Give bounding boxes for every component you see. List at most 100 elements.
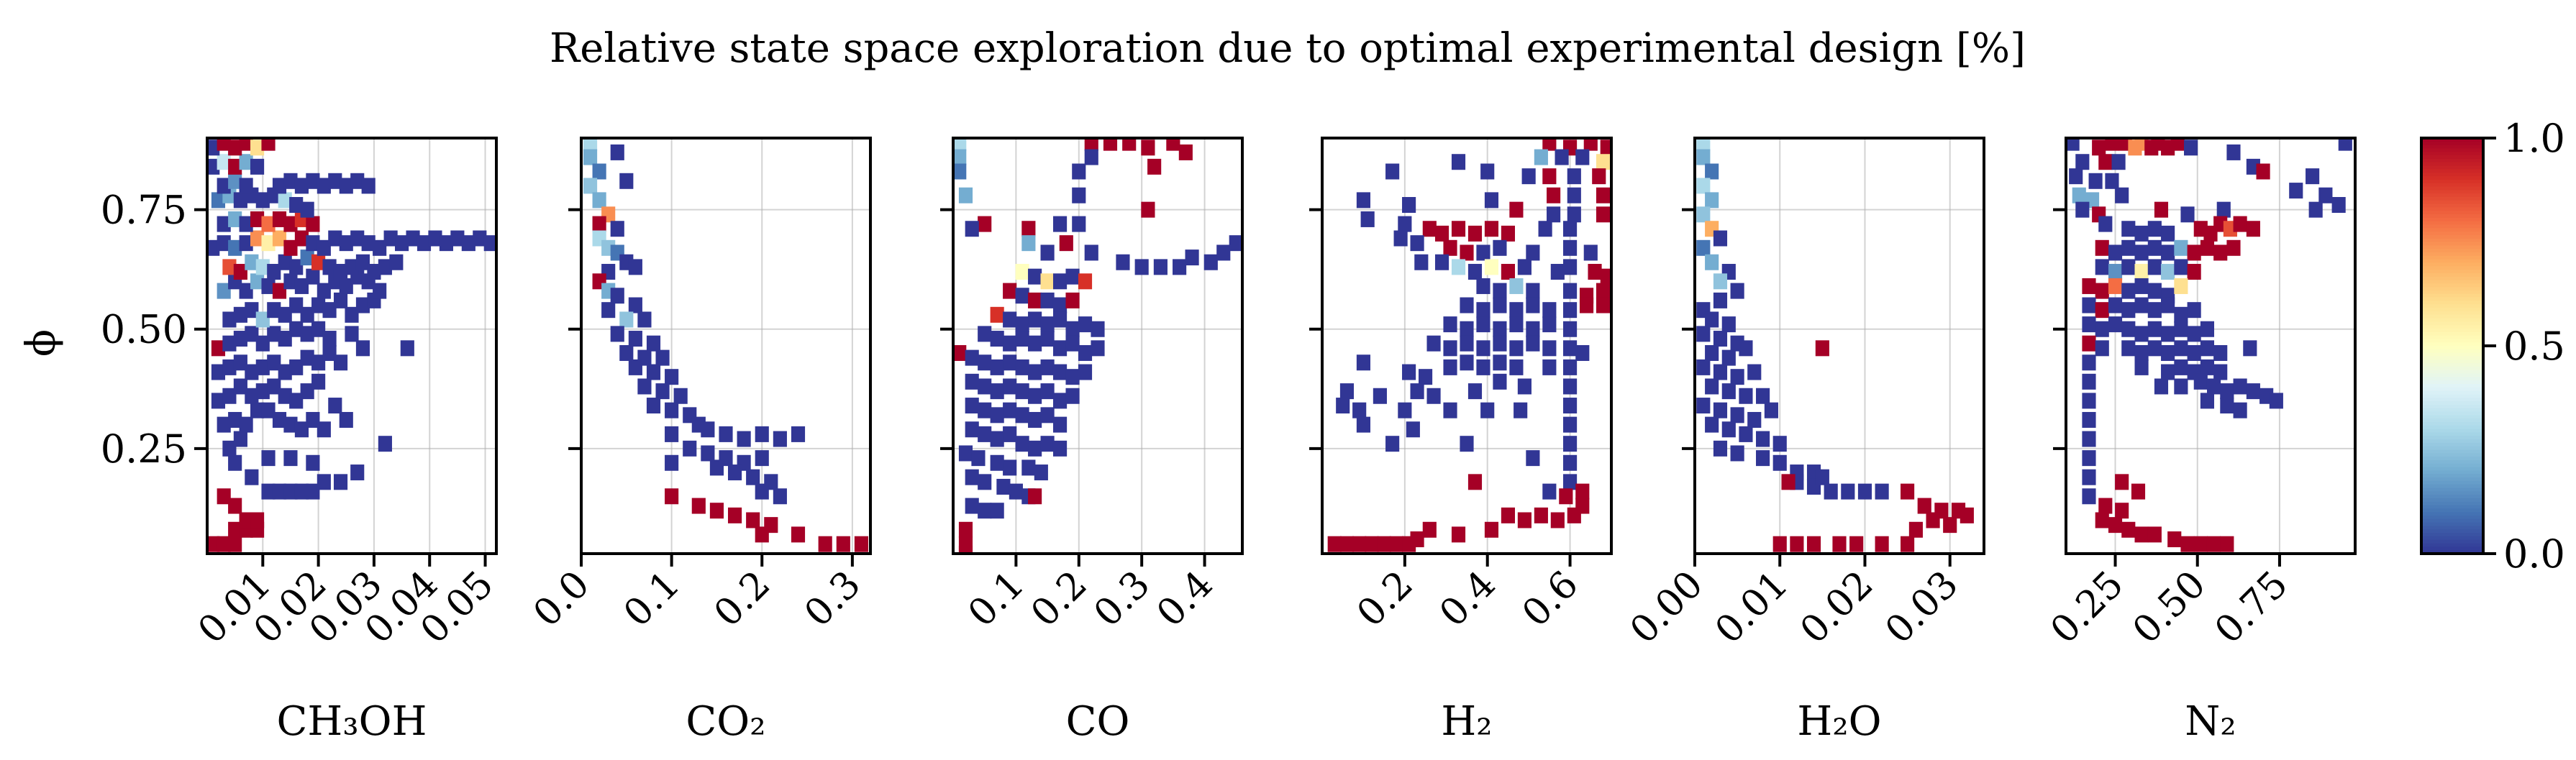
heatmap-cell <box>2095 259 2109 275</box>
heatmap-cell <box>646 335 661 352</box>
heatmap-cell <box>990 331 1004 347</box>
colorbar-segment <box>2421 498 2483 503</box>
heatmap-cell <box>1526 321 1540 337</box>
heatmap-cell <box>791 426 806 442</box>
heatmap-cell <box>1339 383 1355 400</box>
colorbar-segment <box>2421 232 2483 236</box>
colorbar-segment <box>2421 550 2483 554</box>
heatmap-cell <box>1547 206 1561 223</box>
heatmap-cell <box>2147 239 2162 256</box>
heatmap-cell <box>2213 344 2228 361</box>
heatmap-cell <box>1547 187 1561 203</box>
heatmap-cell <box>2184 139 2198 156</box>
heatmap-cell <box>1713 273 1728 290</box>
heatmap-cell <box>953 149 967 165</box>
heatmap-cell <box>2134 225 2149 242</box>
heatmap-cell <box>1563 398 1578 414</box>
heatmap-cell <box>1476 316 1490 333</box>
heatmap-cell <box>1451 221 1466 237</box>
heatmap-cell <box>278 192 292 209</box>
heatmap-cell <box>1563 283 1578 299</box>
heatmap-cell <box>1389 536 1403 552</box>
heatmap-cell <box>1173 259 1187 275</box>
heatmap-cell <box>2187 302 2201 319</box>
heatmap-cell <box>300 349 314 366</box>
heatmap-cell <box>1003 402 1017 418</box>
heatmap-cell <box>311 373 326 390</box>
heatmap-cell <box>1563 340 1578 357</box>
heatmap-cell <box>1596 187 1611 203</box>
heatmap-cell <box>965 349 979 366</box>
heatmap-cell <box>958 546 973 554</box>
heatmap-cell <box>1434 254 1449 270</box>
panel-frame <box>206 137 498 555</box>
heatmap-cell <box>1567 187 1581 203</box>
heatmap-cell <box>272 483 287 500</box>
heatmap-cell <box>1563 416 1578 433</box>
heatmap-cell <box>2088 173 2103 189</box>
heatmap-cell <box>2200 340 2215 357</box>
heatmap-cell <box>2121 259 2136 275</box>
heatmap-cell <box>637 378 652 395</box>
heatmap-cell <box>2095 302 2109 319</box>
heatmap-cell <box>1021 221 1036 237</box>
heatmap-cell <box>1377 536 1391 552</box>
colorbar-segment <box>2421 394 2483 399</box>
colorbar-segment <box>2421 546 2483 551</box>
heatmap-cell <box>1901 483 1915 500</box>
heatmap-cell <box>1713 364 1728 380</box>
colorbar-segment <box>2421 425 2483 430</box>
heatmap-cell <box>1534 507 1548 523</box>
heatmap-cell <box>791 526 806 543</box>
heatmap-cell <box>1705 416 1719 433</box>
heatmap-cell <box>245 364 259 380</box>
heatmap-cell <box>311 321 326 337</box>
heatmap-cell <box>1756 388 1770 404</box>
heatmap-cell <box>1385 163 1400 180</box>
heatmap-cell <box>1730 445 1744 462</box>
heatmap-cell <box>283 483 298 500</box>
heatmap-cell <box>990 454 1004 471</box>
heatmap-cell <box>207 536 220 552</box>
heatmap-cell <box>1216 244 1231 261</box>
colorbar-segment <box>2421 383 2483 388</box>
heatmap-cell <box>1705 378 1719 395</box>
colorbar-segment <box>2421 242 2483 247</box>
heatmap-cell <box>1534 149 1548 165</box>
colorbar-segment <box>2421 200 2483 205</box>
heatmap-cell <box>1696 149 1711 165</box>
heatmap-cell <box>2308 201 2323 218</box>
heatmap-cell <box>610 144 624 160</box>
colorbar-segment <box>2421 318 2483 323</box>
heatmap-cell <box>583 138 598 151</box>
heatmap-cell <box>450 230 465 247</box>
heatmap-cell <box>300 306 314 323</box>
colorbar-segment <box>2421 356 2483 361</box>
heatmap-cell <box>1426 335 1441 352</box>
colorbar-segment <box>2421 463 2483 468</box>
heatmap-cell <box>1467 225 1483 242</box>
heatmap-cell <box>1739 426 1753 442</box>
heatmap-cell <box>1542 138 1557 151</box>
heatmap-cell <box>1040 331 1055 347</box>
x-axis-label: H₂ <box>1441 698 1492 745</box>
heatmap-cell <box>306 268 320 285</box>
x-tick-label: 0.2 <box>706 563 779 636</box>
heatmap-cell <box>1559 488 1573 505</box>
colorbar-segment <box>2421 259 2483 264</box>
colorbar-tick-label: 0.0 <box>2503 531 2565 577</box>
colorbar-segment <box>2421 141 2483 146</box>
heatmap-cell <box>1563 321 1578 337</box>
heatmap-cell <box>1943 517 1957 534</box>
heatmap-cell <box>2095 512 2109 528</box>
heatmap-cell <box>1476 340 1490 357</box>
panel-5: 0.250.500.75 N₂ <box>2042 137 2357 745</box>
heatmap-cell <box>965 498 979 514</box>
heatmap-cell <box>2075 154 2090 170</box>
heatmap-cell <box>333 292 348 308</box>
heatmap-cell <box>2121 283 2136 299</box>
heatmap-cell <box>2134 359 2149 375</box>
heatmap-cell <box>267 264 281 280</box>
heatmap-cell <box>1072 163 1086 180</box>
heatmap-cell <box>473 230 487 247</box>
